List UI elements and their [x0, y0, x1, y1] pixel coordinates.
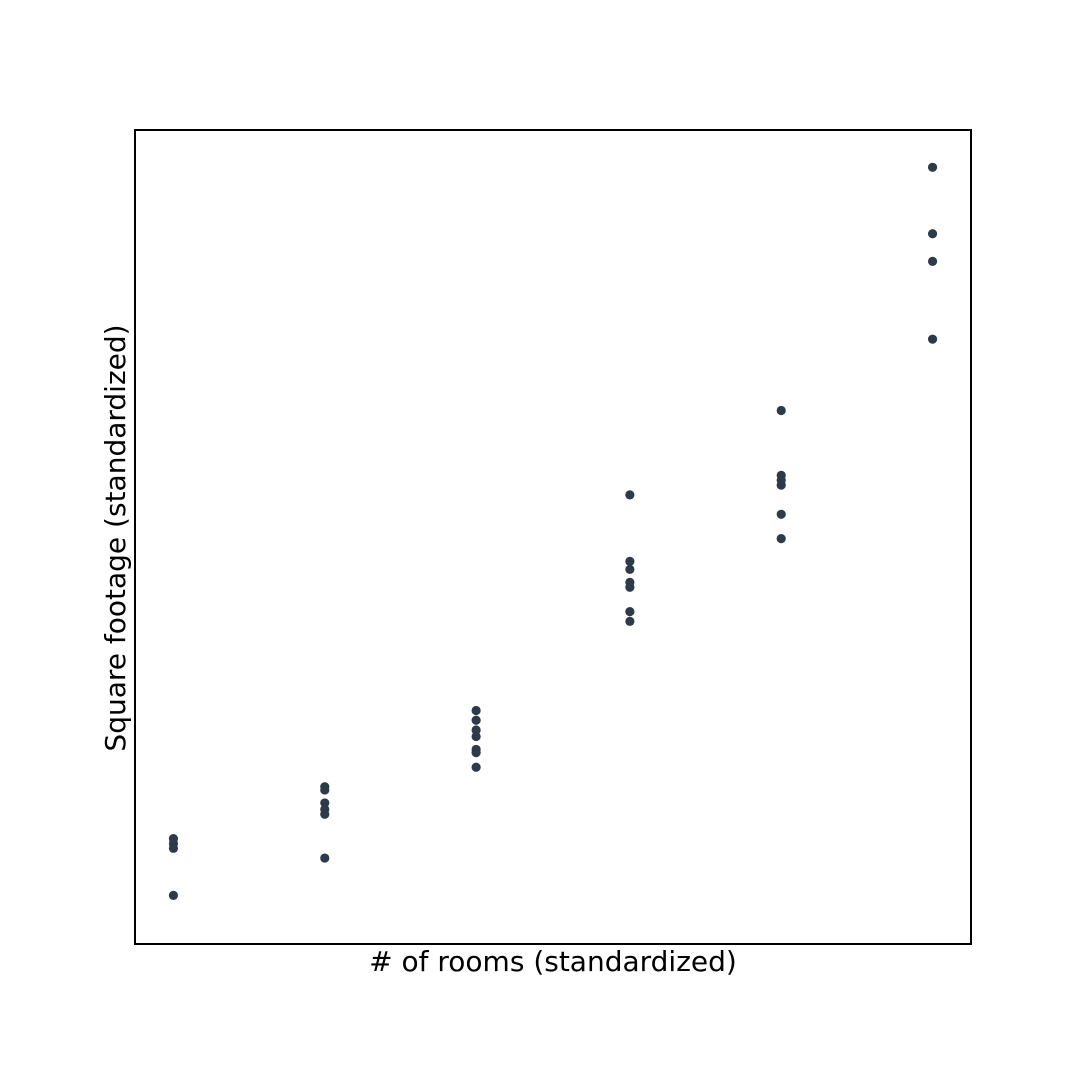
points-layer — [168, 162, 938, 900]
data-point-32 — [927, 256, 938, 266]
data-point-28 — [776, 509, 786, 519]
data-point-13 — [471, 731, 481, 742]
data-point-5 — [320, 785, 330, 795]
data-point-17 — [625, 490, 635, 500]
data-point-10 — [471, 705, 481, 716]
data-point-33 — [927, 334, 938, 344]
data-point-12 — [471, 725, 481, 735]
data-point-2 — [168, 843, 179, 853]
x-axis-label: # of rooms (standardized) — [369, 945, 737, 978]
data-point-15 — [471, 748, 481, 758]
data-point-18 — [625, 556, 635, 566]
data-point-8 — [320, 809, 330, 819]
data-point-23 — [625, 616, 635, 626]
data-point-31 — [927, 229, 938, 239]
data-point-11 — [471, 715, 481, 725]
data-point-6 — [320, 798, 330, 808]
data-point-29 — [776, 534, 786, 544]
data-point-27 — [776, 480, 786, 490]
data-point-30 — [927, 162, 938, 172]
data-point-3 — [168, 890, 179, 900]
data-point-19 — [625, 564, 635, 575]
y-axis-label: Square footage (standardized) — [99, 324, 132, 751]
data-point-9 — [320, 853, 330, 863]
data-point-24 — [776, 405, 786, 416]
data-point-22 — [625, 606, 635, 617]
data-point-16 — [471, 762, 481, 772]
plot-area-frame — [134, 129, 972, 945]
data-point-21 — [625, 582, 635, 592]
